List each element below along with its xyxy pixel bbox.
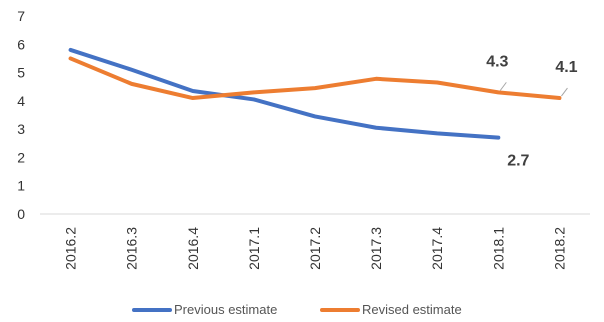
y-tick-label: 5 bbox=[17, 65, 25, 81]
y-tick-label: 3 bbox=[17, 121, 25, 137]
data-label-leader bbox=[561, 87, 568, 97]
data-label-leader bbox=[499, 82, 507, 91]
y-tick-label: 6 bbox=[17, 36, 25, 52]
y-tick-label: 1 bbox=[17, 178, 25, 194]
x-tick-label: 2017.4 bbox=[429, 227, 445, 270]
x-tick-label: 2016.3 bbox=[124, 227, 140, 270]
x-tick-label: 2016.4 bbox=[185, 227, 201, 270]
legend-label: Previous estimate bbox=[174, 302, 277, 317]
x-axis: 2016.2 2016.3 2016.4 2017.1 2017.2 2017.3 2017… bbox=[63, 227, 568, 270]
y-tick-label: 4 bbox=[17, 93, 25, 109]
x-tick-label: 2017.1 bbox=[246, 227, 262, 270]
series-line-previous-estimate bbox=[68, 47, 501, 140]
y-tick-label: 7 bbox=[17, 8, 25, 24]
data-label: 4.3 bbox=[486, 53, 508, 70]
x-tick-label: 2018.1 bbox=[490, 227, 506, 270]
series-line-revised-estimate bbox=[68, 56, 562, 101]
y-tick-label: 2 bbox=[17, 149, 25, 165]
y-axis: 0 1 2 3 4 5 6 7 bbox=[17, 8, 25, 222]
legend: Previous estimate Revised estimate bbox=[132, 302, 462, 317]
data-label: 2.7 bbox=[507, 153, 529, 170]
x-tick-label: 2017.3 bbox=[368, 227, 384, 270]
data-label: 4.1 bbox=[555, 59, 577, 76]
x-tick-label: 2017.2 bbox=[307, 227, 323, 270]
x-tick-label: 2016.2 bbox=[63, 227, 79, 270]
legend-label: Revised estimate bbox=[362, 302, 462, 317]
y-tick-label: 0 bbox=[17, 206, 25, 222]
x-tick-label: 2018.2 bbox=[551, 227, 567, 270]
annotation-layer: 4.3 4.1 2.7 bbox=[486, 53, 577, 169]
series-layer bbox=[68, 47, 562, 140]
